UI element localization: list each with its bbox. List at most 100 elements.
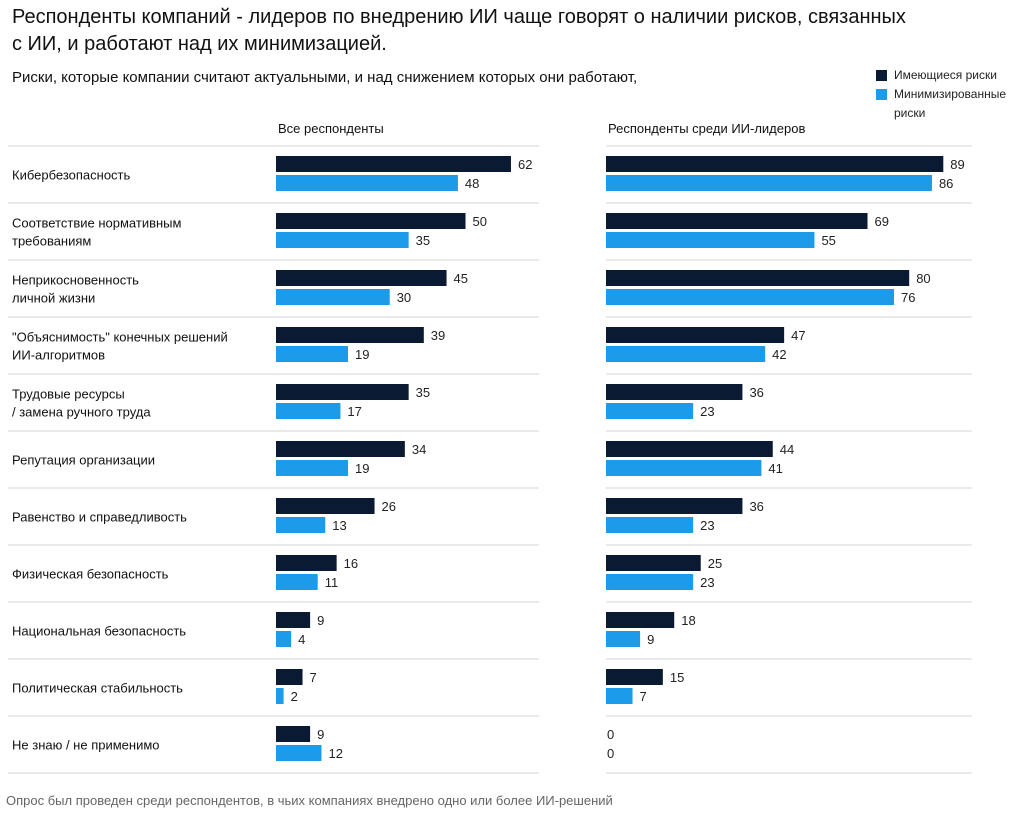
bar-value-label: 13 [332, 518, 346, 533]
bar-value-label: 9 [317, 727, 324, 742]
bar-value-label: 9 [317, 613, 324, 628]
bar-value-label: 2 [291, 689, 298, 704]
bar-value-label: 36 [749, 385, 763, 400]
bar-existing [606, 441, 773, 457]
bar-minimized [606, 232, 815, 248]
bar-value-label: 18 [681, 613, 695, 628]
bar-existing [276, 384, 409, 400]
bar-minimized [276, 175, 458, 191]
bar-minimized [276, 688, 284, 704]
bar-minimized [276, 346, 349, 362]
category-label: Политическая стабильность [12, 681, 183, 696]
category-label: Неприкосновенность [12, 273, 139, 288]
bar-value-label: 15 [670, 670, 684, 685]
bar-value-label: 7 [310, 670, 317, 685]
bar-minimized [606, 517, 694, 533]
legend-item-minimized: Минимизированные риски [876, 85, 1022, 123]
bar-minimized [276, 574, 318, 590]
bar-value-label: 50 [473, 214, 487, 229]
bar-existing [606, 213, 868, 229]
bar-existing [606, 327, 785, 343]
bar-existing [606, 156, 944, 172]
category-label: Репутация организации [12, 453, 155, 468]
bar-existing [276, 612, 311, 628]
bar-value-label: 23 [700, 575, 714, 590]
bar-value-label: 36 [749, 499, 763, 514]
bar-minimized [276, 403, 341, 419]
bar-value-label: 23 [700, 518, 714, 533]
bar-value-label: 17 [347, 404, 361, 419]
chart-subtitle: Риски, которые компании считают актуальн… [12, 69, 638, 86]
bar-value-label: 19 [355, 347, 369, 362]
category-label: личной жизни [12, 291, 95, 306]
bar-value-label: 34 [412, 442, 426, 457]
panel-header-0: Все респонденты [278, 121, 384, 136]
bar-value-label: 23 [700, 404, 714, 419]
bar-existing [606, 669, 663, 685]
bar-value-label: 89 [950, 157, 964, 172]
bar-value-label: 42 [772, 347, 786, 362]
legend: Имеющиеся риски Минимизированные риски [876, 66, 1022, 123]
bar-existing [276, 327, 424, 343]
bar-value-label: 25 [708, 556, 722, 571]
category-label: Равенство и справедливость [12, 510, 187, 525]
bar-value-label: 45 [454, 271, 468, 286]
bar-value-label: 11 [325, 575, 339, 590]
bar-minimized [606, 289, 895, 305]
bar-existing [276, 270, 447, 286]
bar-minimized [606, 175, 932, 191]
category-label: Кибербезопасность [12, 168, 131, 183]
category-label: ИИ-алгоритмов [12, 348, 105, 363]
bar-value-label: 0 [607, 746, 614, 761]
bar-value-label: 35 [416, 233, 430, 248]
panel-header-1: Респонденты среди ИИ-лидеров [608, 121, 805, 136]
bar-value-label: 4 [298, 632, 305, 647]
bar-value-label: 35 [416, 385, 430, 400]
bar-value-label: 76 [901, 290, 915, 305]
category-label: Физическая безопасность [12, 567, 169, 582]
category-label: Трудовые ресурсы [12, 387, 125, 402]
bar-value-label: 86 [939, 176, 953, 191]
bar-value-label: 0 [607, 727, 614, 742]
bar-minimized [276, 745, 322, 761]
bar-existing [276, 726, 311, 742]
legend-swatch-minimized [876, 89, 887, 100]
category-label: / замена ручного труда [12, 405, 151, 420]
bar-chart: Все респонденты Респонденты среди ИИ-лиде… [8, 121, 972, 774]
category-label: Национальная безопасность [12, 624, 186, 639]
bar-value-label: 69 [875, 214, 889, 229]
bar-value-label: 30 [397, 290, 411, 305]
bar-value-label: 7 [640, 689, 647, 704]
bar-minimized [276, 232, 409, 248]
bar-value-label: 55 [821, 233, 835, 248]
bar-value-label: 26 [382, 499, 396, 514]
bar-minimized [606, 688, 633, 704]
bar-existing [276, 213, 466, 229]
bar-minimized [276, 631, 292, 647]
category-label: "Объяснимость" конечных решений [12, 330, 228, 345]
bar-minimized [276, 460, 349, 476]
bar-value-label: 16 [344, 556, 358, 571]
bar-value-label: 47 [791, 328, 805, 343]
bar-value-label: 9 [647, 632, 654, 647]
bar-value-label: 19 [355, 461, 369, 476]
bar-minimized [606, 346, 766, 362]
bar-minimized [606, 631, 641, 647]
bar-minimized [606, 574, 694, 590]
bar-minimized [606, 403, 694, 419]
bar-existing [606, 498, 743, 514]
bar-value-label: 62 [518, 157, 532, 172]
bar-value-label: 41 [768, 461, 782, 476]
bar-existing [276, 156, 511, 172]
category-label: требованиям [12, 234, 91, 249]
footnote: Опрос был проведен среди респондентов, в… [6, 793, 613, 808]
bar-value-label: 48 [465, 176, 479, 191]
category-label: Соответствие нормативным [12, 216, 182, 231]
bar-existing [276, 669, 303, 685]
bar-value-label: 44 [780, 442, 794, 457]
legend-item-existing: Имеющиеся риски [876, 66, 1022, 85]
category-label: Не знаю / не применимо [12, 738, 160, 753]
legend-swatch-existing [876, 70, 887, 81]
bar-value-label: 39 [431, 328, 445, 343]
page-title: Респонденты компаний - лидеров по внедре… [12, 6, 906, 55]
